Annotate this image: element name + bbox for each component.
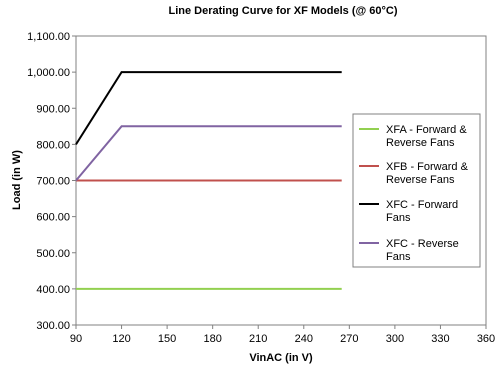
y-tick-label: 400.00 [36,284,70,296]
x-tick-label: 120 [112,333,130,345]
y-tick-label: 500.00 [36,248,70,260]
y-tick-label: 300.00 [36,320,70,332]
legend-label: XFC - Reverse Fans [386,238,459,263]
y-tick-label: 900.00 [36,103,70,115]
x-tick-label: 180 [203,333,221,345]
legend-label: XFC - Forward Fans [386,199,458,224]
x-tick-label: 330 [431,333,449,345]
y-axis-title: Load (in W) [11,150,23,210]
y-tick-label: 1,000.00 [27,67,70,79]
legend-label: XFB - Forward & Reverse Fans [386,161,469,186]
x-tick-label: 270 [340,333,358,345]
legend-box [352,113,481,268]
y-axis: 300.00 400.00 500.00 600.00 700.00 800.00 900.… [27,31,76,332]
chart-title: Line Derating Curve for XF Models (@ 60°… [168,5,397,17]
legend-label: XFA - Forward & Reverse Fans [386,124,467,149]
x-tick-label: 300 [386,333,404,345]
y-tick-label: 1,100.00 [27,31,70,43]
y-tick-label: 800.00 [36,139,70,151]
legend: XFA - Forward & Reverse Fans XFB - Forward… [352,113,481,268]
series-lines [75,71,342,290]
x-tick-label: 210 [249,333,267,345]
series-line [75,71,342,145]
x-tick-label: 90 [70,333,82,345]
x-axis: 90 120 150 180 210 240 270 300 330 360 [70,325,495,345]
y-tick-label: 600.00 [36,212,70,224]
x-axis-title: VinAC (in V) [249,352,313,364]
x-tick-label: 150 [158,333,176,345]
y-tick-label: 700.00 [36,176,70,188]
x-tick-label: 360 [477,333,495,345]
x-tick-label: 240 [295,333,313,345]
series-line [75,125,342,182]
